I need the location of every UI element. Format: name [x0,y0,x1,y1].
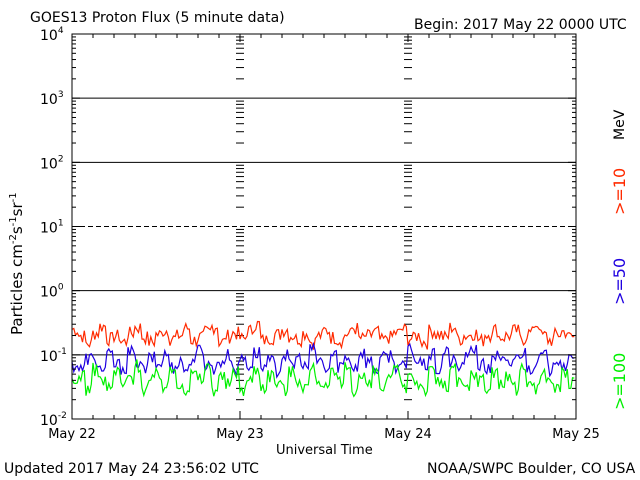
y-tick-label: 100 [40,283,64,301]
footer-updated: Updated 2017 May 24 23:56:02 UTC [4,461,259,477]
y-tick-label: 10-2 [40,411,67,429]
x-tick-label: May 24 [384,427,432,442]
y-tick-label: 103 [40,90,64,108]
y-axis-label: Particles cm-2s-1sr-1 [8,192,26,335]
y-axis-ticks: 10-2 10-1 100 101 102 103 104 [40,26,576,429]
y-tick-label: 104 [40,26,64,44]
x-tick-label: May 22 [48,427,96,442]
y-tick-label: 102 [40,154,64,172]
reference-lines [72,97,576,356]
x-axis-label: Universal Time [276,443,373,458]
chart-title: GOES13 Proton Flux (5 minute data) [30,10,285,26]
series-line-0 [71,320,575,350]
series-layer [71,320,575,398]
day-divider-ticks [236,36,412,401]
y-tick-label: 101 [40,219,64,237]
begin-time: Begin: 2017 May 22 0000 UTC [414,17,627,33]
legend-entry-0: >=10 [610,167,629,215]
footer-credit: NOAA/SWPC Boulder, CO USA [427,461,636,477]
x-tick-label: May 23 [216,427,264,442]
series-line-2 [71,359,575,398]
y-tick-label: 10-1 [40,347,67,365]
series-line-1 [71,341,575,379]
x-tick-label: May 25 [552,427,600,442]
x-axis-ticks: May 22 May 23 May 24 May 25 [48,34,600,442]
legend-entry-1: >=50 [610,257,629,305]
legend-entry-2: >=100 [610,352,629,410]
legend-unit: MeV [612,109,628,140]
